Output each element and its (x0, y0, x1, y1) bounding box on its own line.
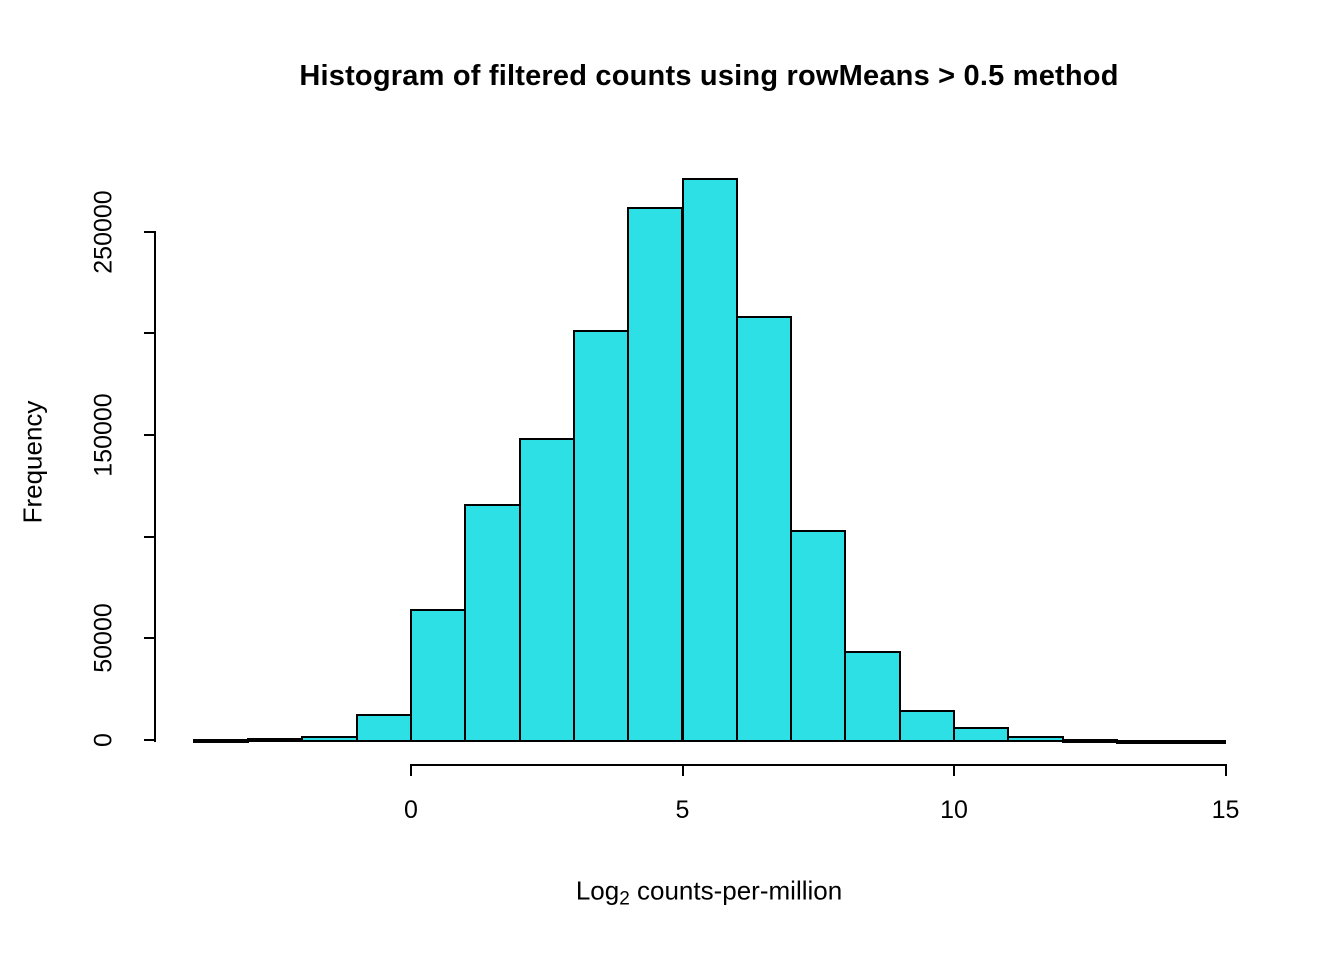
y-tick-label: 250000 (89, 189, 118, 274)
x-axis-label: Log2 counts-per-million (576, 876, 842, 911)
x-tick-label: 5 (675, 796, 690, 824)
y-tick-label: 150000 (89, 393, 118, 477)
y-tick-mark (144, 433, 154, 436)
y-tick-mark (144, 535, 154, 538)
y-tick-mark (144, 637, 154, 640)
histogram-bar (192, 739, 250, 744)
y-tick-mark (144, 230, 154, 233)
x-tick-mark (681, 766, 684, 776)
x-axis-label-rest: counts-per-million (629, 875, 843, 906)
histogram-bar (410, 608, 467, 742)
histogram-bar (1007, 736, 1064, 742)
histogram-bar (627, 206, 684, 742)
histogram-bar (464, 504, 521, 742)
histogram-bar (572, 329, 630, 742)
y-tick-label: 50000 (89, 603, 118, 674)
histogram-bar (790, 529, 847, 742)
y-tick-mark (144, 332, 154, 335)
x-tick-label: 15 (1211, 796, 1240, 824)
x-tick-mark (953, 766, 955, 776)
x-axis-label-subscript: 2 (619, 888, 630, 910)
histogram-bar (844, 650, 901, 742)
histogram-bar (355, 714, 412, 742)
histogram-bar (1170, 739, 1227, 744)
y-axis-line (154, 231, 156, 742)
histogram-bar (301, 735, 358, 742)
x-axis-label-main: Log (575, 875, 620, 906)
chart-title: Histogram of filtered counts using rowMe… (299, 60, 1119, 92)
histogram-bar (1115, 739, 1173, 744)
histogram-bar (518, 438, 575, 742)
x-tick-label: 10 (940, 796, 968, 824)
histogram-bar (1061, 738, 1118, 743)
x-axis-line (410, 764, 1227, 766)
histogram-bar (681, 178, 738, 742)
y-tick-mark (144, 739, 154, 741)
y-tick-label: 0 (89, 733, 118, 747)
histogram-bar (735, 315, 793, 742)
histogram-bar (953, 726, 1010, 742)
histogram-bar (247, 738, 304, 743)
histogram-bar (898, 709, 955, 742)
x-tick-mark (1224, 766, 1227, 776)
x-tick-mark (410, 766, 412, 776)
x-tick-label: 0 (404, 796, 418, 824)
